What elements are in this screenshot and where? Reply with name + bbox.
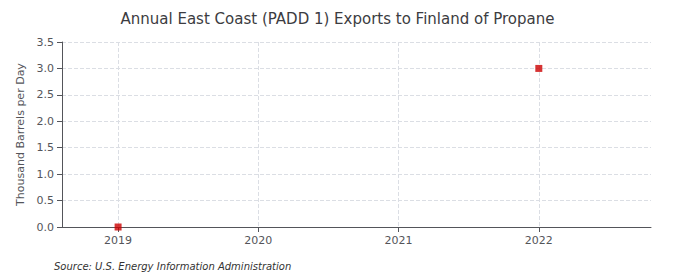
- svg-text:1.0: 1.0: [37, 168, 55, 181]
- svg-text:2.5: 2.5: [37, 88, 55, 101]
- svg-text:3.0: 3.0: [37, 62, 55, 75]
- svg-text:Source: U.S. Energy Informatio: Source: U.S. Energy Information Administ…: [54, 261, 291, 272]
- svg-text:Annual East Coast (PADD 1) Exp: Annual East Coast (PADD 1) Exports to Fi…: [121, 10, 555, 28]
- svg-text:Thousand Barrels per Day: Thousand Barrels per Day: [14, 63, 27, 207]
- svg-text:0.0: 0.0: [37, 221, 55, 234]
- svg-text:0.5: 0.5: [37, 194, 55, 207]
- svg-text:2019: 2019: [104, 234, 132, 247]
- svg-text:2020: 2020: [244, 234, 272, 247]
- svg-text:1.5: 1.5: [37, 141, 55, 154]
- svg-text:2021: 2021: [385, 234, 413, 247]
- svg-text:2022: 2022: [525, 234, 553, 247]
- svg-text:2.0: 2.0: [37, 115, 55, 128]
- svg-text:3.5: 3.5: [37, 36, 55, 49]
